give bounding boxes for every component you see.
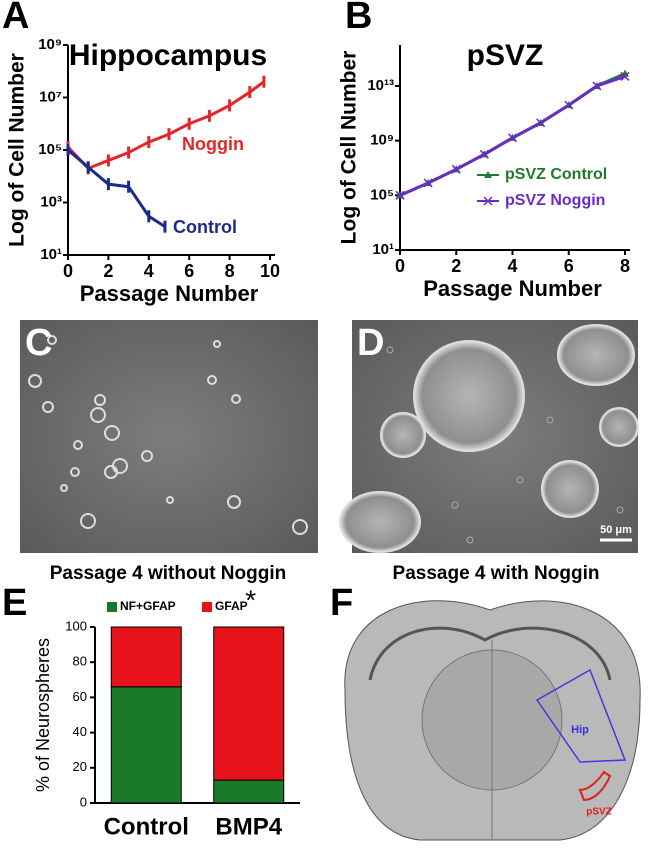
y-axis-label: % of Neurospheres [33, 638, 53, 792]
marker [451, 164, 461, 174]
bar-segment [110, 626, 182, 688]
chart-title: Hippocampus [69, 39, 267, 72]
marker [507, 133, 518, 143]
x-tick-label: 8 [225, 261, 235, 281]
series-line [67, 148, 166, 228]
y-tick-label: 10⁵ [38, 141, 62, 158]
panel-label: E [2, 582, 27, 624]
legend-label: pSVZ Control [505, 166, 607, 183]
caption: Passage 4 with Noggin [393, 563, 600, 584]
legend-label: NF+GFAP [120, 599, 176, 613]
panel-label: C [25, 322, 52, 364]
legend-marker [484, 171, 492, 178]
series-line [66, 80, 265, 171]
x-tick-label: 4 [507, 256, 517, 276]
marker [479, 149, 489, 159]
y-tick-label: 20 [73, 759, 87, 774]
x-tick-label: 10 [260, 261, 280, 281]
y-tick-label: 80 [73, 654, 87, 669]
x-tick-label: 8 [620, 256, 630, 276]
marker [423, 178, 433, 188]
chart-title: pSVZ [467, 39, 544, 72]
brain-section: Hip pSVZ [344, 600, 641, 841]
y-tick-label: 10⁹ [370, 132, 394, 149]
y-tick-label: 10⁹ [38, 36, 62, 53]
marker [536, 118, 546, 128]
legend-swatch [202, 602, 212, 612]
x-axis-label: Passage Number [80, 281, 259, 306]
micrograph-c [20, 320, 318, 553]
scale-bar-label: 50 μm [600, 524, 632, 536]
marker [620, 71, 630, 81]
micrograph-d: 50 μm [339, 320, 639, 553]
legend-label: GFAP [215, 599, 248, 613]
legend-label: pSVZ Noggin [505, 192, 605, 209]
y-tick-label: 10¹ [372, 241, 394, 258]
y-tick-label: 100 [65, 618, 87, 633]
panel-label: D [357, 322, 384, 364]
bar-segment [213, 779, 285, 804]
bar-segment [110, 686, 182, 804]
series-label: Noggin [182, 134, 244, 154]
marker [592, 81, 602, 91]
x-tick-label: 6 [184, 261, 194, 281]
marker [395, 190, 405, 200]
legend-swatch [107, 602, 117, 612]
region-label: pSVZ [586, 807, 612, 818]
series-label: Control [173, 217, 237, 237]
x-tick-label: Control [104, 813, 189, 840]
marker [564, 100, 574, 110]
y-axis-label: Log of Cell Number [6, 53, 29, 247]
x-axis-label: Passage Number [423, 276, 602, 301]
region-label: Hip [571, 724, 589, 736]
y-tick-label: 10⁷ [39, 88, 62, 105]
x-tick-label: 2 [451, 256, 461, 276]
x-tick-label: 2 [103, 261, 113, 281]
y-tick-label: 60 [73, 689, 87, 704]
x-tick-label: BMP4 [215, 813, 282, 840]
panel-label: A [2, 0, 29, 37]
caption: Passage 4 without Noggin [50, 563, 286, 584]
y-tick-label: 10¹ [40, 246, 62, 263]
legend-marker [483, 196, 493, 206]
y-tick-label: 0 [80, 794, 87, 809]
y-axis-label: Log of Cell Number [338, 51, 361, 245]
y-tick-label: 10¹³ [367, 77, 394, 94]
bar-segment [213, 626, 285, 781]
annotation: * [245, 584, 256, 615]
y-tick-label: 10⁵ [370, 186, 394, 203]
axis [399, 45, 630, 251]
x-tick-label: 0 [395, 256, 405, 276]
y-tick-label: 40 [73, 724, 87, 739]
x-tick-label: 4 [144, 261, 154, 281]
x-tick-label: 6 [564, 256, 574, 276]
panel-label: B [345, 0, 372, 37]
panel-label: F [330, 582, 353, 624]
y-tick-label: 10³ [40, 193, 62, 210]
x-tick-label: 0 [63, 261, 73, 281]
